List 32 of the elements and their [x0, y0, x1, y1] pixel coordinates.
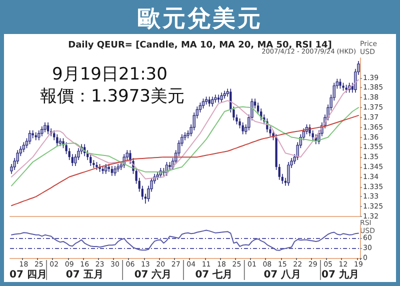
annotation: 報價：1.3973美元 [40, 86, 184, 106]
text: 07 四月 [10, 270, 47, 280]
line-series [11, 230, 359, 251]
text: 07 七月 [195, 268, 233, 280]
candlestick [40, 126, 44, 137]
text: 07 五月 [66, 270, 104, 280]
chart-title: 歐元兌美元 [136, 4, 264, 34]
candlestick [220, 92, 223, 103]
candlestick [287, 162, 290, 186]
candlestick [38, 130, 40, 141]
candlestick [46, 122, 50, 135]
candlestick [208, 96, 210, 107]
candlestick [312, 130, 314, 141]
candlestick [28, 130, 32, 145]
candlestick [90, 154, 92, 166]
candlestick [339, 78, 342, 90]
candlestick [202, 98, 205, 109]
candlestick [110, 166, 114, 176]
candlestick [22, 142, 26, 153]
annotation: 9月19日21:30 [52, 64, 168, 84]
candlestick [217, 94, 220, 103]
candlestick [114, 166, 116, 176]
candlestick [44, 122, 46, 133]
candlestick [242, 122, 244, 135]
candlestick [211, 96, 214, 107]
candlestick [104, 164, 108, 174]
candlestick [53, 130, 56, 141]
line-series [11, 114, 359, 206]
text: 07 八月 [264, 268, 302, 280]
candlestick [71, 154, 74, 166]
text: 07 九月 [322, 268, 359, 280]
text: 07 六月 [134, 268, 172, 280]
